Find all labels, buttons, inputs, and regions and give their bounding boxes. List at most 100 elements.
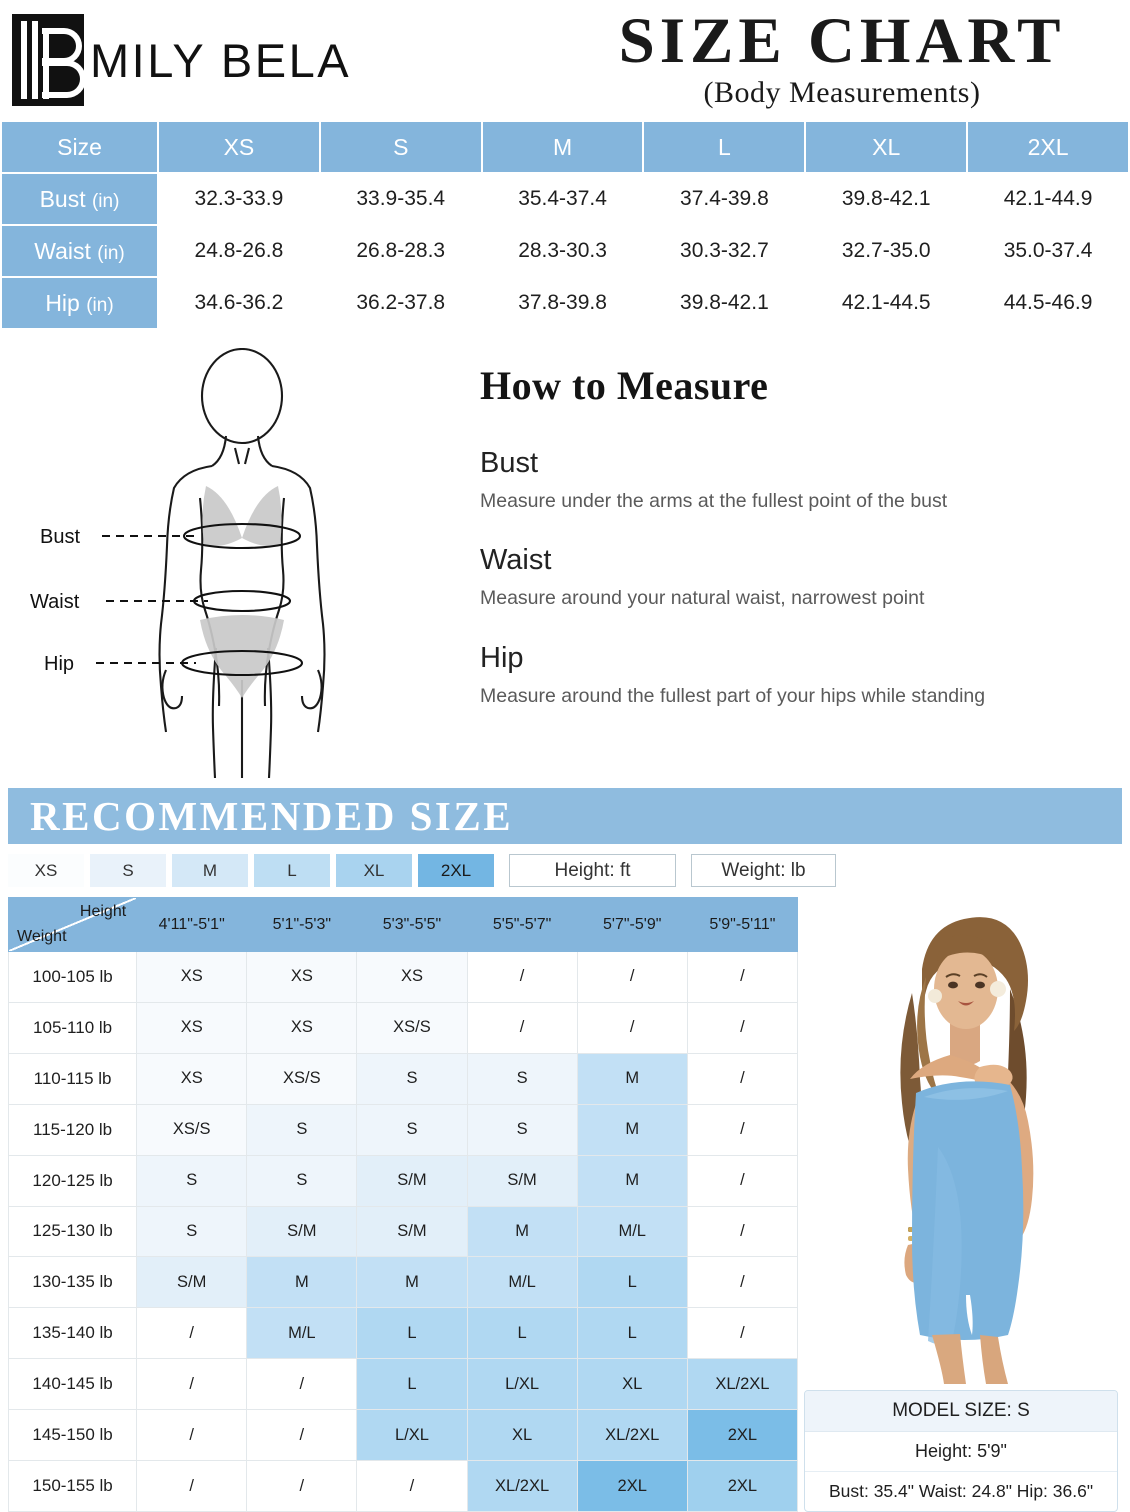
weight-range-label: 150-155 lb bbox=[7, 1460, 138, 1512]
height-weight-corner-cell: Height Weight bbox=[7, 897, 138, 952]
model-size-line: MODEL SIZE: S bbox=[805, 1391, 1117, 1432]
measurement-cell: 26.8-28.3 bbox=[320, 226, 481, 276]
recommendation-cell: L/XL bbox=[356, 1409, 468, 1462]
recommendation-header-row: Height Weight 4'11"-5'1" 5'1"-5'3" 5'3"-… bbox=[7, 897, 799, 952]
recommendation-cell: L/XL bbox=[466, 1358, 578, 1411]
recommendation-cell: / bbox=[136, 1409, 248, 1462]
recommendation-cell: S bbox=[246, 1154, 358, 1207]
legend-chip-m[interactable]: M bbox=[172, 854, 248, 887]
recommendation-cell: S/M bbox=[356, 1154, 468, 1207]
recommendation-cell: S bbox=[356, 1103, 468, 1156]
title-block: SIZE CHART (Body Measurements) bbox=[566, 9, 1124, 110]
recommendation-cell: / bbox=[686, 1001, 799, 1054]
model-size-box: MODEL SIZE: S Height: 5'9" Bust: 35.4" W… bbox=[804, 1390, 1118, 1512]
recommendation-cell: / bbox=[576, 1001, 688, 1054]
recommendation-cell: / bbox=[466, 951, 578, 1003]
figure-label-bust: Bust bbox=[40, 526, 80, 548]
measurement-cell: 37.4-39.8 bbox=[644, 174, 805, 224]
recommendation-cell: XS bbox=[136, 1001, 248, 1054]
recommendation-cell: XL bbox=[576, 1358, 688, 1411]
page-subtitle: (Body Measurements) bbox=[703, 75, 981, 109]
size-col-l: L bbox=[644, 122, 805, 172]
model-photo-illustration-icon bbox=[804, 897, 1122, 1384]
height-col-2: 5'1"-5'3" bbox=[246, 897, 358, 952]
recommendation-cell: / bbox=[136, 1460, 248, 1512]
measurement-cell: 44.5-46.9 bbox=[968, 278, 1128, 328]
measurement-cell: 32.7-35.0 bbox=[806, 226, 967, 276]
recommendation-cell: L bbox=[576, 1307, 688, 1360]
measurement-row-label: Waist (in) bbox=[2, 226, 157, 276]
measurement-cell: 35.0-37.4 bbox=[968, 226, 1128, 276]
weight-input[interactable]: Weight: lb bbox=[691, 854, 836, 887]
recommendation-cell: XS bbox=[136, 1052, 248, 1105]
recommended-size-banner: RECOMMENDED SIZE bbox=[8, 788, 1122, 844]
measurement-cell: 33.9-35.4 bbox=[320, 174, 481, 224]
recommended-size-table: Height Weight 4'11"-5'1" 5'1"-5'3" 5'3"-… bbox=[7, 897, 799, 1512]
figure-label-hip: Hip bbox=[44, 653, 74, 675]
recommendation-cell: / bbox=[246, 1409, 358, 1462]
legend-chip-xl[interactable]: XL bbox=[336, 854, 412, 887]
recommendation-cell: S bbox=[136, 1205, 248, 1258]
model-height-line: Height: 5'9" bbox=[805, 1432, 1117, 1472]
legend-chip-2xl[interactable]: 2XL bbox=[418, 854, 494, 887]
weight-range-label: 115-120 lb bbox=[7, 1103, 138, 1156]
recommendation-row: 120-125 lb S S S/M S/M M / bbox=[7, 1154, 799, 1207]
recommendation-cell: 2XL bbox=[686, 1460, 799, 1512]
weight-range-label: 140-145 lb bbox=[7, 1358, 138, 1411]
recommendation-cell: S bbox=[356, 1052, 468, 1105]
recommendation-cell: / bbox=[686, 1052, 799, 1105]
height-col-3: 5'3"-5'5" bbox=[356, 897, 468, 952]
recommendation-cell: XS bbox=[246, 1001, 358, 1054]
recommendation-cell: / bbox=[576, 951, 688, 1003]
measure-item-waist-text: Measure around your natural waist, narro… bbox=[480, 587, 925, 610]
measurement-cell: 28.3-30.3 bbox=[482, 226, 643, 276]
measurement-cell: 39.8-42.1 bbox=[806, 174, 967, 224]
recommendation-row: 130-135 lb S/M M M M/L L / bbox=[7, 1256, 799, 1309]
brand-lockup: MILY BELA bbox=[6, 14, 566, 106]
body-figure-wrap: Bust Waist Hip bbox=[0, 348, 480, 780]
measurement-header-row: Size XS S M L XL 2XL bbox=[2, 122, 1128, 172]
recommendation-cell: XS bbox=[246, 951, 358, 1003]
height-col-1: 4'11"-5'1" bbox=[136, 897, 248, 952]
height-col-4: 5'5"-5'7" bbox=[466, 897, 578, 952]
model-measures-line: Bust: 35.4" Waist: 24.8" Hip: 36.6" bbox=[828, 1481, 1094, 1501]
height-input[interactable]: Height: ft bbox=[509, 854, 676, 887]
corner-diagonal-divider bbox=[9, 898, 137, 951]
size-col-2xl: 2XL bbox=[968, 122, 1128, 172]
measurement-cell: 42.1-44.5 bbox=[806, 278, 967, 328]
recommendation-cell: / bbox=[356, 1460, 468, 1512]
recommendation-cell: 2XL bbox=[576, 1460, 688, 1512]
recommendation-cell: / bbox=[136, 1358, 248, 1411]
legend-chip-l[interactable]: L bbox=[254, 854, 330, 887]
recommendation-cell: S/M bbox=[356, 1205, 468, 1258]
recommendation-cell: XS/S bbox=[246, 1052, 358, 1105]
weight-range-label: 125-130 lb bbox=[7, 1205, 138, 1258]
size-col-xl: XL bbox=[806, 122, 967, 172]
legend-chip-xs[interactable]: XS bbox=[8, 854, 84, 887]
weight-range-label: 105-110 lb bbox=[7, 1001, 138, 1054]
measurement-row: Bust (in) 32.3-33.9 33.9-35.4 35.4-37.4 37.4… bbox=[2, 174, 1128, 224]
corner-weight-label: Weight bbox=[17, 928, 67, 945]
measurement-cell: 36.2-37.8 bbox=[320, 278, 481, 328]
measure-item-bust-title: Bust bbox=[480, 447, 539, 479]
measurement-corner-label: Size bbox=[2, 122, 157, 172]
measure-item-hip-title: Hip bbox=[480, 641, 524, 674]
recommendation-cell: M/L bbox=[576, 1205, 688, 1258]
recommendation-cell: S bbox=[466, 1052, 578, 1105]
recommendation-cell: XL/2XL bbox=[576, 1409, 688, 1462]
measurement-cell: 39.8-42.1 bbox=[644, 278, 805, 328]
weight-range-label: 100-105 lb bbox=[7, 951, 138, 1003]
recommendation-cell: M bbox=[576, 1154, 688, 1207]
recommendation-cell: XL bbox=[466, 1409, 578, 1462]
measurement-cell: 35.4-37.4 bbox=[482, 174, 643, 224]
recommendation-cell: M/L bbox=[466, 1256, 578, 1309]
recommendation-row: 110-115 lb XS XS/S S S M / bbox=[7, 1052, 799, 1105]
legend-chip-s[interactable]: S bbox=[90, 854, 166, 887]
figure-label-waist: Waist bbox=[30, 591, 80, 613]
body-measurement-table: Size XS S M L XL 2XL Bust (in) 32.3-33.9 3… bbox=[0, 120, 1130, 330]
measure-item-hip-text: Measure around the fullest part of your … bbox=[480, 684, 986, 707]
brand-name: MILY BELA bbox=[90, 33, 352, 87]
weight-range-label: 120-125 lb bbox=[7, 1154, 138, 1207]
recommendation-cell: L bbox=[356, 1358, 468, 1411]
model-photo bbox=[804, 897, 1122, 1384]
